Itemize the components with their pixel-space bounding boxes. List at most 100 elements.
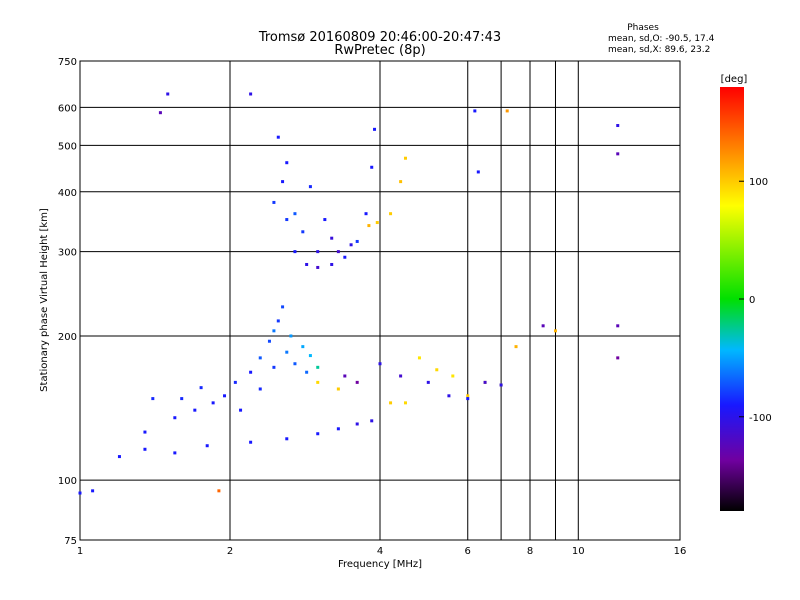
data-point <box>285 161 289 165</box>
y-tick-label: 100 <box>58 476 77 487</box>
data-point <box>330 236 334 240</box>
chart-subtitle: RwPretec (8p) <box>334 43 425 58</box>
data-point <box>389 401 393 405</box>
data-point <box>403 401 407 405</box>
data-point <box>205 444 209 448</box>
data-point <box>285 350 289 354</box>
data-point <box>316 380 320 384</box>
data-point <box>293 250 297 254</box>
data-point <box>180 397 184 401</box>
x-tick-label: 4 <box>377 546 383 557</box>
data-point <box>289 334 293 338</box>
y-tick-labels: 75 100 200 300 400 500 600 750 <box>58 57 77 547</box>
data-point <box>316 265 320 269</box>
data-point <box>151 397 155 401</box>
x-tick-label: 8 <box>527 546 533 557</box>
data-point <box>199 386 203 390</box>
data-point <box>293 212 297 216</box>
data-point <box>336 387 340 391</box>
data-point <box>616 152 620 156</box>
data-point <box>308 354 312 358</box>
data-point <box>466 397 470 401</box>
data-point <box>316 365 320 369</box>
data-point <box>117 455 121 459</box>
data-point <box>616 324 620 328</box>
data-point <box>370 419 374 423</box>
data-point <box>223 394 227 398</box>
data-point <box>373 127 377 131</box>
data-point <box>451 374 455 378</box>
data-point <box>403 156 407 160</box>
data-point <box>336 427 340 431</box>
data-point <box>272 329 276 333</box>
data-point <box>143 430 147 434</box>
data-point <box>616 124 620 128</box>
colorbar-tick-label: 100 <box>749 177 768 188</box>
data-point <box>276 319 280 323</box>
phase-stats-o: mean, sd,O: -90.5, 17.4 <box>608 34 715 44</box>
y-tick-label: 750 <box>58 57 77 68</box>
data-point <box>399 180 403 184</box>
data-point <box>267 339 271 343</box>
y-tick-label: 200 <box>58 332 77 343</box>
data-point <box>305 370 309 374</box>
colorbar-tick-labels: 100 0 -100 <box>739 177 772 424</box>
data-point <box>301 345 305 349</box>
data-point <box>272 200 276 204</box>
data-point <box>378 362 382 366</box>
data-point <box>305 262 309 266</box>
data-point <box>330 262 334 266</box>
data-point <box>211 401 215 405</box>
data-point <box>173 416 177 420</box>
x-tick-label: 16 <box>674 546 687 557</box>
y-tick-label: 500 <box>58 141 77 152</box>
data-point <box>233 380 237 384</box>
grid-lines <box>80 61 680 540</box>
data-point <box>249 370 253 374</box>
data-point <box>293 362 297 366</box>
data-point <box>258 356 262 360</box>
data-point <box>553 329 557 333</box>
data-points <box>78 92 620 495</box>
data-point <box>281 180 285 184</box>
x-tick-label: 2 <box>227 546 233 557</box>
data-point <box>370 165 374 169</box>
y-tick-label: 600 <box>58 103 77 114</box>
phase-stats-x: mean, sd,X: 89.6, 23.2 <box>608 45 710 55</box>
data-point <box>505 109 509 113</box>
data-point <box>308 185 312 189</box>
data-point <box>276 135 280 139</box>
data-point <box>249 92 253 96</box>
data-point <box>483 380 487 384</box>
data-point <box>316 432 320 436</box>
data-point <box>426 380 430 384</box>
data-point <box>435 368 439 372</box>
colorbar-tick-label: -100 <box>749 413 772 424</box>
data-point <box>249 440 253 444</box>
data-point <box>258 387 262 391</box>
data-point <box>375 221 379 225</box>
data-point <box>166 92 170 96</box>
data-point <box>355 422 359 426</box>
data-point <box>285 437 289 441</box>
data-point <box>476 170 480 174</box>
data-point <box>343 374 347 378</box>
x-tick-label: 6 <box>465 546 471 557</box>
y-tick-label: 75 <box>64 536 77 547</box>
colorbar-tick-label: 0 <box>749 295 755 306</box>
x-tick-label: 10 <box>572 546 585 557</box>
x-tick-label: 1 <box>77 546 83 557</box>
data-point <box>316 250 320 254</box>
data-point <box>91 489 95 493</box>
data-point <box>355 380 359 384</box>
data-point <box>323 218 327 222</box>
x-axis-label: Frequency [MHz] <box>338 559 422 570</box>
data-point <box>301 230 305 234</box>
data-point <box>143 447 147 451</box>
data-point <box>158 111 162 115</box>
phase-stats-heading: Phases <box>627 23 659 33</box>
data-point <box>349 243 353 247</box>
data-point <box>367 224 371 228</box>
y-tick-label: 400 <box>58 188 77 199</box>
data-point <box>399 374 403 378</box>
